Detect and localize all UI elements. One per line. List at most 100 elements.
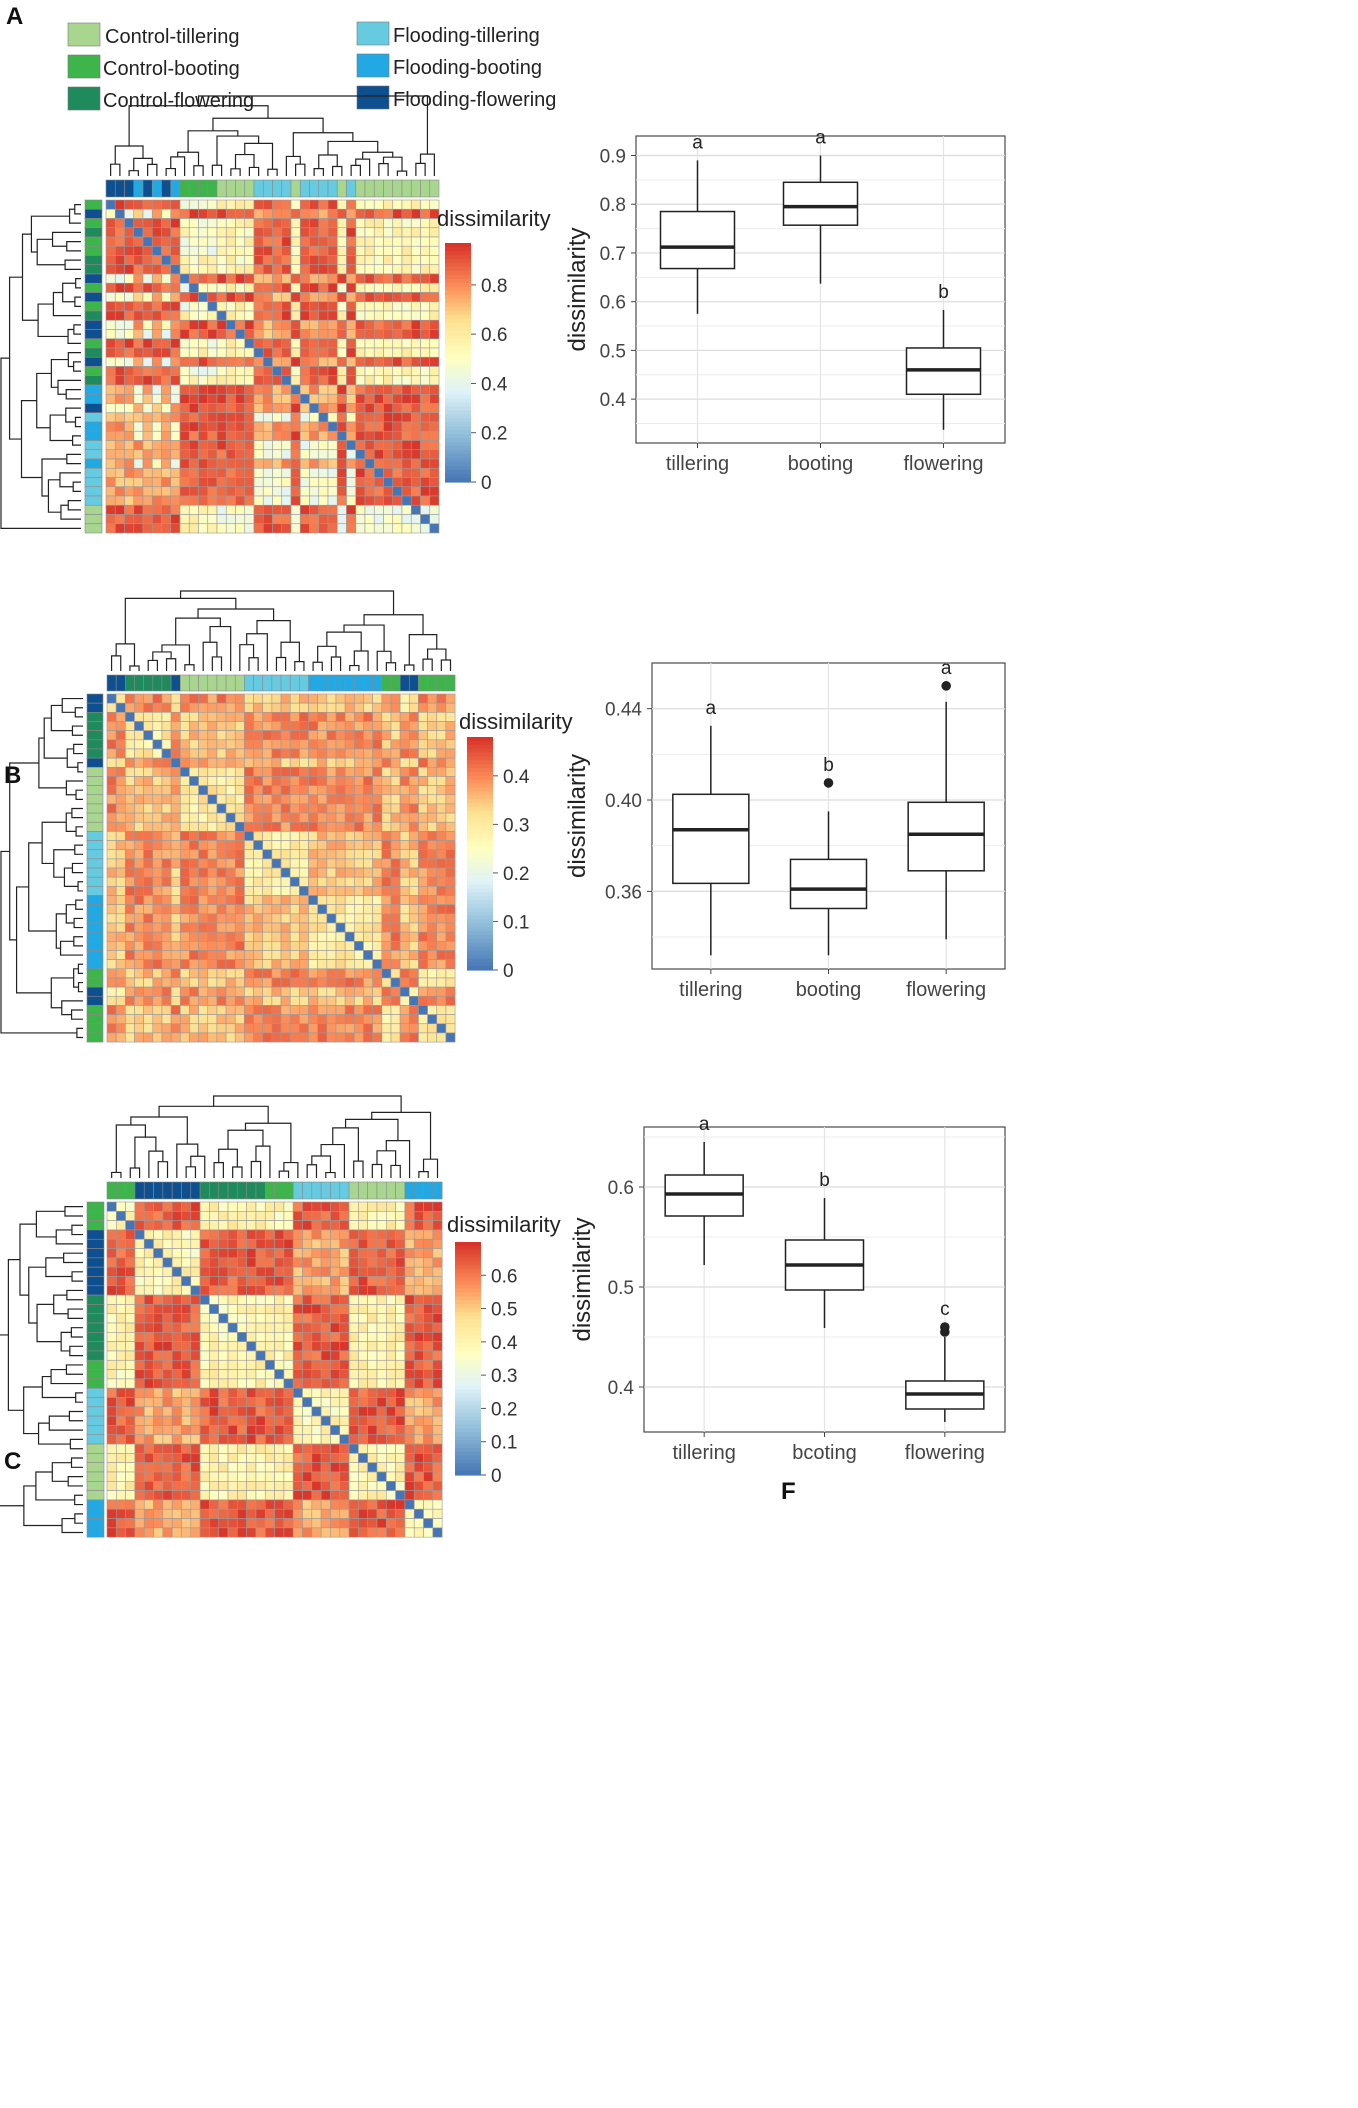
heatmap-cell: [237, 1471, 247, 1482]
heatmap-cell: [372, 766, 383, 777]
heatmap-cell: [395, 1462, 406, 1473]
column-annotation-cell: [246, 1181, 257, 1200]
box-outlier: [940, 1322, 950, 1332]
colorbar-segment: [445, 406, 471, 411]
column-annotation-cell: [225, 674, 236, 692]
heatmap-cell: [264, 1257, 275, 1268]
heatmap-cell: [318, 356, 329, 367]
heatmap-cell: [418, 959, 428, 970]
heatmap-cell: [152, 895, 163, 905]
heatmap-cell: [344, 950, 355, 960]
heatmap-cell: [289, 712, 300, 722]
heatmap-cell: [274, 1369, 285, 1380]
heatmap-cell: [253, 430, 264, 441]
heatmap-cell: [410, 245, 421, 256]
heatmap-cell: [143, 968, 154, 979]
heatmap-cell: [376, 1434, 387, 1445]
heatmap-cell: [336, 366, 347, 377]
heatmap-cell: [348, 1508, 359, 1519]
heatmap-cell: [302, 1201, 313, 1212]
heatmap-cell: [262, 301, 273, 312]
heatmap-cell: [125, 1359, 136, 1370]
heatmap-cell: [114, 449, 125, 460]
heatmap-cell: [302, 1397, 313, 1408]
heatmap-cell: [179, 356, 190, 367]
heatmap-cell: [436, 766, 447, 777]
heatmap-cell: [161, 245, 172, 256]
heatmap-cell: [116, 1257, 126, 1268]
heatmap-cell: [348, 1266, 359, 1277]
heatmap-cell: [105, 245, 116, 256]
heatmap-cell: [125, 766, 135, 777]
colorbar-tick-label: 0.2: [503, 864, 529, 885]
heatmap-cell: [308, 959, 318, 970]
heatmap-cell: [133, 440, 144, 451]
heatmap-cell: [367, 1527, 378, 1538]
heatmap-cell: [413, 1415, 424, 1426]
heatmap-cell: [367, 1518, 378, 1529]
heatmap-cell: [335, 794, 346, 805]
heatmap-cell: [114, 310, 125, 321]
heatmap-cell: [198, 273, 209, 284]
heatmap-cell: [383, 255, 394, 266]
heatmap-cell: [271, 867, 282, 878]
heatmap-cell: [364, 366, 375, 377]
colorbar-segment: [445, 326, 471, 332]
heatmap-cell: [410, 301, 421, 312]
dendrogram-link: [71, 1224, 83, 1236]
heatmap-cell: [171, 1471, 182, 1482]
heatmap-cell: [244, 995, 254, 1006]
heatmap-cell: [198, 514, 209, 525]
heatmap-cell: [299, 486, 310, 497]
heatmap-cell: [404, 1471, 415, 1482]
heatmap-cell: [299, 264, 310, 275]
colorbar-tick-label: 0: [481, 473, 492, 494]
heatmap-cell: [225, 995, 236, 1006]
heatmap-cell: [348, 1332, 359, 1342]
heatmap-cell: [311, 1322, 322, 1333]
heatmap-cell: [264, 1387, 275, 1398]
heatmap-cell: [339, 1350, 350, 1361]
heatmap-cell: [207, 995, 218, 1006]
heatmap-cell: [115, 977, 126, 988]
heatmap-cell: [134, 1471, 145, 1482]
heatmap-cell: [181, 1211, 192, 1221]
heatmap-cell: [106, 748, 117, 759]
heatmap-cell: [189, 922, 199, 933]
heatmap-cell: [125, 1481, 136, 1491]
heatmap-cell: [255, 1527, 266, 1538]
heatmap-cell: [162, 1304, 173, 1315]
heatmap-cell: [198, 840, 209, 851]
heatmap-cell: [381, 886, 392, 896]
heatmap-cell: [427, 821, 438, 832]
heatmap-cell: [289, 931, 300, 942]
heatmap-cell: [299, 310, 310, 321]
colorbar-segment: [467, 935, 493, 940]
heatmap-cell: [198, 199, 209, 210]
heatmap-cell: [143, 1014, 154, 1025]
heatmap-cell: [207, 776, 218, 786]
heatmap-cell: [290, 421, 301, 432]
heatmap-cell: [262, 950, 273, 960]
heatmap-cell: [125, 1369, 136, 1380]
heatmap-cell: [216, 403, 227, 414]
heatmap-cell: [142, 218, 153, 229]
heatmap-cell: [264, 1434, 275, 1445]
heatmap-cell: [413, 1527, 424, 1538]
heatmap-cell: [363, 702, 373, 713]
colorbar-segment: [467, 768, 493, 773]
heatmap-cell: [432, 1304, 443, 1315]
heatmap-cell: [355, 384, 366, 395]
heatmap-cell: [390, 1032, 401, 1043]
heatmap-cell: [317, 776, 328, 786]
heatmap-cell: [114, 245, 125, 256]
heatmap-cell: [302, 1508, 313, 1519]
colorbar-segment: [445, 254, 471, 260]
heatmap-cell: [244, 913, 254, 924]
heatmap-cell: [234, 941, 245, 951]
dendrogram-link: [65, 389, 81, 400]
heatmap-cell: [318, 292, 329, 303]
group-legend: Control-tillering Control-booting Contro…: [67, 21, 556, 112]
heatmap-cell: [225, 941, 236, 951]
heatmap-cell: [170, 748, 181, 759]
